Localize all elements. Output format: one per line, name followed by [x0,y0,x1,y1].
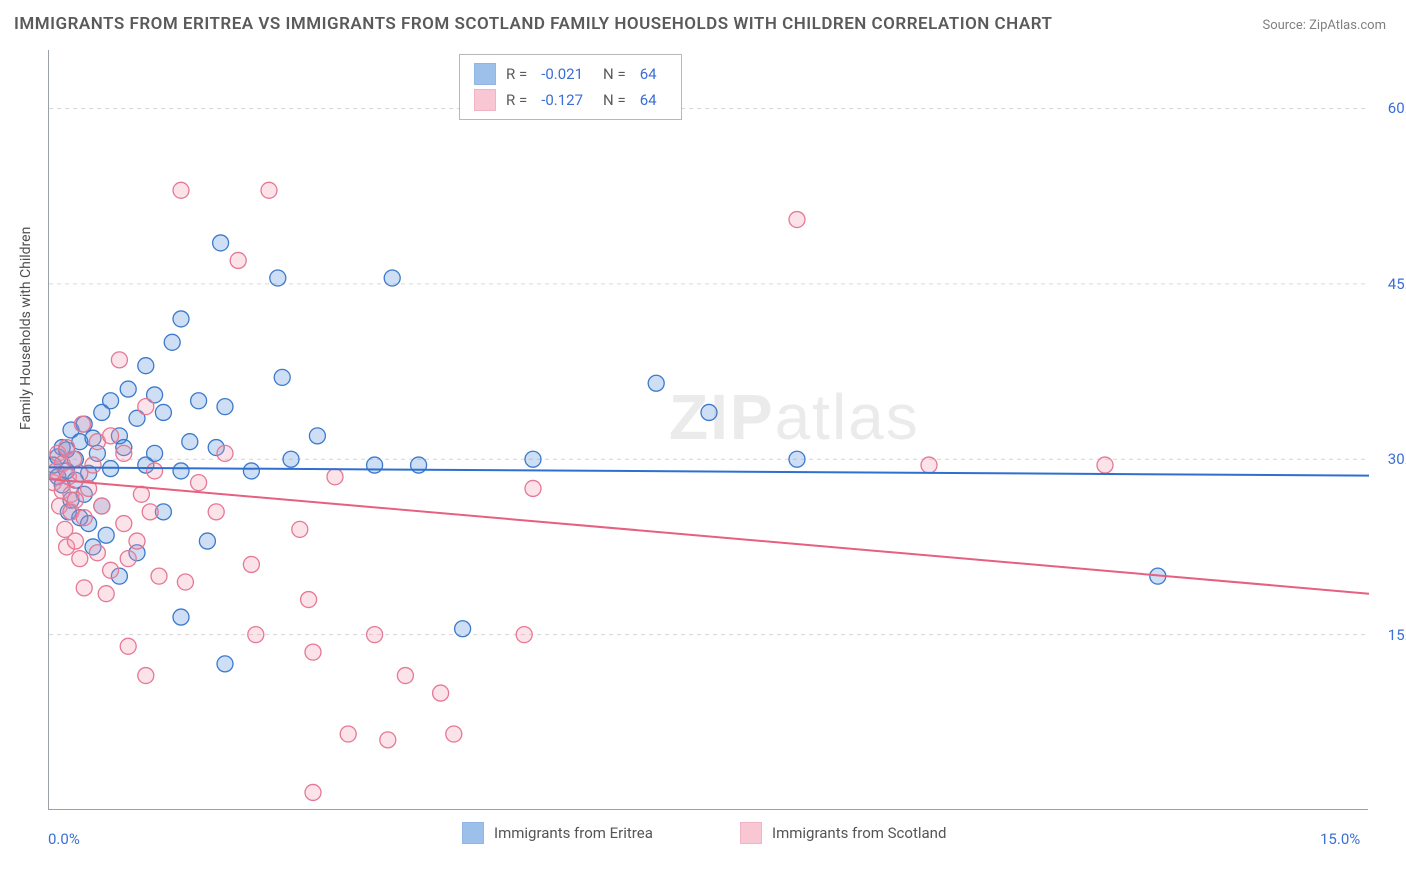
plot-area: ZIPatlas R = -0.021 N = 64 R = -0.127 N … [48,50,1368,810]
legend-row-series1: R = -0.021 N = 64 [474,61,667,87]
r-value-series2: -0.127 [541,91,583,109]
chart-title: IMMIGRANTS FROM ERITREA VS IMMIGRANTS FR… [14,14,1052,34]
r-value-series1: -0.021 [541,65,583,83]
swatch-series1-bottom [462,822,484,844]
legend-series1: Immigrants from Eritrea [462,822,653,844]
y-tick-label: 45.0% [1388,275,1406,293]
r-label: R = [506,65,527,83]
source-attribution: Source: ZipAtlas.com [1262,18,1386,33]
legend-series2: Immigrants from Scotland [740,822,946,844]
n-value-series1: 64 [640,65,657,83]
y-tick-label: 30.0% [1388,450,1406,468]
swatch-series2-bottom [740,822,762,844]
y-axis-title: Family Households with Children [18,227,34,430]
n-label: N = [603,65,626,83]
legend-correlation: R = -0.021 N = 64 R = -0.127 N = 64 [459,54,682,120]
r-label: R = [506,91,527,109]
legend-row-series2: R = -0.127 N = 64 [474,87,667,113]
x-axis-min-label: 0.0% [48,830,80,848]
n-label: N = [603,91,626,109]
legend-label-series1: Immigrants from Eritrea [494,824,653,842]
y-tick-label: 15.0% [1388,626,1406,644]
swatch-series2 [474,89,496,111]
x-axis-max-label: 15.0% [1320,830,1360,848]
n-value-series2: 64 [640,91,657,109]
chart-svg [49,50,1369,810]
legend-label-series2: Immigrants from Scotland [772,824,946,842]
swatch-series1 [474,63,496,85]
y-tick-label: 60.0% [1388,99,1406,117]
